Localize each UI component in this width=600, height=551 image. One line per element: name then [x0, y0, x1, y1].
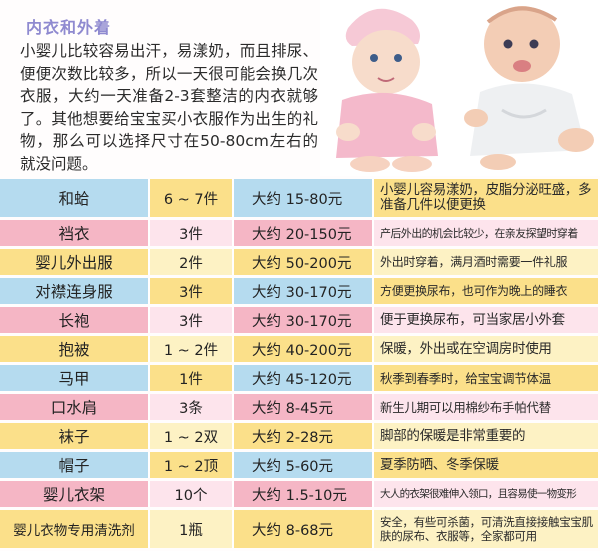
item-price: 大约 15-80元 — [234, 179, 374, 217]
baby-left — [336, 8, 438, 172]
item-price: 大约 20-150元 — [234, 220, 374, 246]
item-quantity: 10个 — [150, 481, 234, 507]
item-quantity: 2件 — [150, 249, 234, 275]
babies-illustration — [320, 0, 600, 176]
item-note: 安全，有些可杀菌，可清洗直接接触宝宝肌肤的尿布、衣服等，全家都可用 — [374, 510, 600, 548]
item-quantity: 1 ~ 2件 — [150, 336, 234, 362]
item-name: 婴儿外出服 — [0, 249, 150, 275]
item-name: 袜子 — [0, 423, 150, 449]
item-price: 大约 45-120元 — [234, 365, 374, 391]
item-note: 大人的衣架很难伸入领口，且容易使一物变形 — [374, 481, 600, 507]
table-row: 婴儿衣架 10个 大约 1.5-10元 大人的衣架很难伸入领口，且容易使一物变形 — [0, 481, 600, 507]
item-quantity: 3条 — [150, 394, 234, 420]
item-name: 口水肩 — [0, 394, 150, 420]
item-note: 夏季防晒、冬季保暖 — [374, 452, 600, 478]
item-name: 帽子 — [0, 452, 150, 478]
item-quantity: 1瓶 — [150, 510, 234, 548]
item-name: 马甲 — [0, 365, 150, 391]
baby-right — [464, 6, 594, 170]
item-name: 婴儿衣架 — [0, 481, 150, 507]
item-quantity: 3件 — [150, 307, 234, 333]
item-price: 大约 40-200元 — [234, 336, 374, 362]
item-name: 长袍 — [0, 307, 150, 333]
item-name: 裆衣 — [0, 220, 150, 246]
item-quantity: 3件 — [150, 278, 234, 304]
item-price: 大约 50-200元 — [234, 249, 374, 275]
item-price: 大约 30-170元 — [234, 278, 374, 304]
table-row: 和蛤 6 ~ 7件 大约 15-80元 小婴儿容易漾奶，皮脂分泌旺盛，多准备几件… — [0, 179, 600, 217]
item-note: 方便更换尿布，也可作为晚上的睡衣 — [374, 278, 600, 304]
item-price: 大约 30-170元 — [234, 307, 374, 333]
table-row: 对襟连身服 3件 大约 30-170元 方便更换尿布，也可作为晚上的睡衣 — [0, 278, 600, 304]
baby-clothes-table: 和蛤 6 ~ 7件 大约 15-80元 小婴儿容易漾奶，皮脂分泌旺盛，多准备几件… — [0, 176, 600, 551]
table-row: 裆衣 3件 大约 20-150元 产后外出的机会比较少，在亲友探望时穿着 — [0, 220, 600, 246]
item-quantity: 3件 — [150, 220, 234, 246]
item-note: 新生儿期可以用棉纱布手帕代替 — [374, 394, 600, 420]
item-price: 大约 5-60元 — [234, 452, 374, 478]
item-note: 秋季到春季时，给宝宝调节体温 — [374, 365, 600, 391]
item-quantity: 1 ~ 2顶 — [150, 452, 234, 478]
item-price: 大约 1.5-10元 — [234, 481, 374, 507]
table-row: 口水肩 3条 大约 8-45元 新生儿期可以用棉纱布手帕代替 — [0, 394, 600, 420]
table-row: 婴儿衣物专用清洗剂 1瓶 大约 8-68元 安全，有些可杀菌，可清洗直接接触宝宝… — [0, 510, 600, 548]
item-quantity: 1件 — [150, 365, 234, 391]
item-name: 对襟连身服 — [0, 278, 150, 304]
item-quantity: 6 ~ 7件 — [150, 179, 234, 217]
item-note: 产后外出的机会比较少，在亲友探望时穿着 — [374, 220, 600, 246]
item-note: 脚部的保暖是非常重要的 — [374, 423, 600, 449]
section-heading: 内衣和外着 — [26, 18, 112, 37]
item-name: 婴儿衣物专用清洗剂 — [0, 510, 150, 548]
item-name: 和蛤 — [0, 179, 150, 217]
item-price: 大约 8-68元 — [234, 510, 374, 548]
item-price: 大约 2-28元 — [234, 423, 374, 449]
table-row: 帽子 1 ~ 2顶 大约 5-60元 夏季防晒、冬季保暖 — [0, 452, 600, 478]
table-row: 长袍 3件 大约 30-170元 便于更换尿布，可当家居小外套 — [0, 307, 600, 333]
table-row: 婴儿外出服 2件 大约 50-200元 外出时穿着，满月酒时需要一件礼服 — [0, 249, 600, 275]
item-name: 抱被 — [0, 336, 150, 362]
table-row: 袜子 1 ~ 2双 大约 2-28元 脚部的保暖是非常重要的 — [0, 423, 600, 449]
item-quantity: 1 ~ 2双 — [150, 423, 234, 449]
intro-paragraph: 小婴儿比较容易出汗，易漾奶，而且排尿、便便次数比较多，所以一天很可能会换几次衣服… — [20, 42, 318, 173]
babies-photo — [320, 0, 600, 176]
item-price: 大约 8-45元 — [234, 394, 374, 420]
item-note: 便于更换尿布，可当家居小外套 — [374, 307, 600, 333]
table-row: 抱被 1 ~ 2件 大约 40-200元 保暖，外出或在空调房时使用 — [0, 336, 600, 362]
item-note: 小婴儿容易漾奶，皮脂分泌旺盛，多准备几件以便更换 — [374, 179, 600, 217]
table-row: 马甲 1件 大约 45-120元 秋季到春季时，给宝宝调节体温 — [0, 365, 600, 391]
item-note: 保暖，外出或在空调房时使用 — [374, 336, 600, 362]
item-note: 外出时穿着，满月酒时需要一件礼服 — [374, 249, 600, 275]
